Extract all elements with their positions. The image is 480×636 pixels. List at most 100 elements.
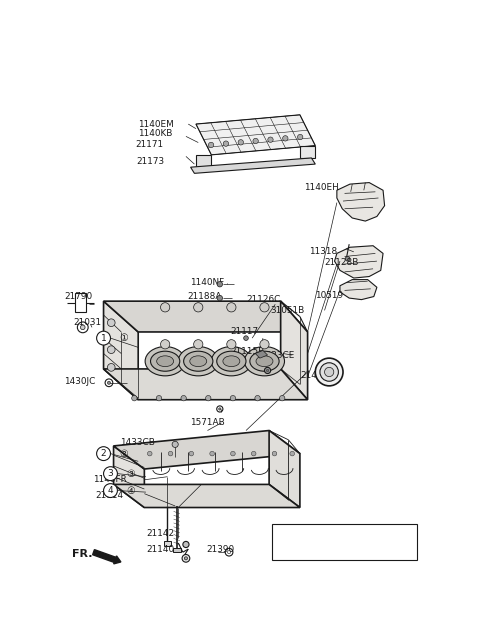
Polygon shape [255,350,267,358]
Ellipse shape [250,351,279,371]
Circle shape [208,142,214,148]
Circle shape [260,303,269,312]
Text: 21114: 21114 [95,491,123,500]
Circle shape [223,141,228,146]
Circle shape [272,452,277,456]
Text: 21117: 21117 [230,328,259,336]
Polygon shape [104,301,308,332]
Ellipse shape [145,347,185,376]
Circle shape [315,358,343,386]
Circle shape [217,295,223,301]
Ellipse shape [223,356,240,366]
Circle shape [283,135,288,141]
Text: 21173: 21173 [137,156,165,165]
Polygon shape [104,369,308,399]
Polygon shape [104,301,138,399]
Polygon shape [300,146,315,158]
Text: 10519: 10519 [315,291,343,300]
Polygon shape [114,485,300,508]
Circle shape [219,408,221,410]
Ellipse shape [244,347,285,376]
Circle shape [268,137,273,142]
Bar [272,525,417,560]
Circle shape [132,396,137,401]
Polygon shape [335,245,383,278]
Text: ④: ④ [126,485,134,495]
Circle shape [238,140,243,145]
Circle shape [156,396,162,401]
Circle shape [182,555,190,562]
Circle shape [324,368,334,377]
Circle shape [104,467,118,481]
Ellipse shape [184,351,213,371]
Text: FR.: FR. [72,549,93,558]
Text: 1433CB: 1433CB [120,438,155,447]
Circle shape [298,134,303,140]
Text: 1430JC: 1430JC [64,377,96,386]
Circle shape [345,256,350,261]
Circle shape [108,319,115,326]
Ellipse shape [178,347,218,376]
Text: 3: 3 [108,469,113,478]
Circle shape [168,452,173,456]
Circle shape [290,452,295,456]
Text: 1140NF: 1140NF [191,278,225,287]
Text: 31051B: 31051B [271,306,305,315]
Text: 4: 4 [108,486,113,495]
Polygon shape [114,431,300,469]
Circle shape [96,446,110,460]
Circle shape [230,452,235,456]
Polygon shape [337,183,384,221]
Circle shape [96,331,110,345]
Circle shape [160,303,170,312]
Text: 21142: 21142 [146,529,174,538]
Circle shape [205,396,211,401]
Polygon shape [164,541,171,546]
FancyArrow shape [93,550,121,564]
Text: 21115B: 21115B [230,347,265,357]
Text: 1140EH: 1140EH [304,183,339,191]
Text: NOTE: NOTE [276,525,302,534]
Circle shape [252,452,256,456]
Circle shape [147,452,152,456]
Circle shape [104,483,118,497]
Circle shape [227,340,236,349]
Circle shape [227,303,236,312]
Circle shape [189,452,193,456]
Polygon shape [269,431,300,508]
Text: ①: ① [119,333,128,343]
Ellipse shape [151,351,180,371]
Circle shape [320,363,338,381]
Ellipse shape [156,356,174,366]
Text: 21390: 21390 [206,544,234,553]
Circle shape [279,396,285,401]
Circle shape [230,396,236,401]
Circle shape [183,541,189,548]
Text: 1140EM: 1140EM [138,120,174,128]
Text: 21128B: 21128B [324,258,359,267]
Ellipse shape [217,351,246,371]
Polygon shape [196,155,211,167]
Ellipse shape [256,356,273,366]
Circle shape [193,340,203,349]
Circle shape [160,340,170,349]
Polygon shape [196,115,315,155]
Text: ②: ② [119,448,128,459]
Text: 21126C: 21126C [246,295,280,304]
Circle shape [108,364,115,371]
Circle shape [108,346,115,354]
Text: 21171: 21171 [135,139,163,149]
Circle shape [81,325,85,329]
Text: 1: 1 [101,334,107,343]
Circle shape [266,370,269,371]
Polygon shape [191,158,315,174]
Circle shape [193,303,203,312]
Text: 2: 2 [101,449,107,458]
Text: 1433CE: 1433CE [260,350,294,359]
Circle shape [181,396,186,401]
Circle shape [253,138,258,144]
Text: THE NO. 21110B : ①~④: THE NO. 21110B : ①~④ [276,544,379,553]
Circle shape [244,336,248,340]
Text: 21188A: 21188A [188,292,222,301]
Text: ③: ③ [126,469,134,479]
